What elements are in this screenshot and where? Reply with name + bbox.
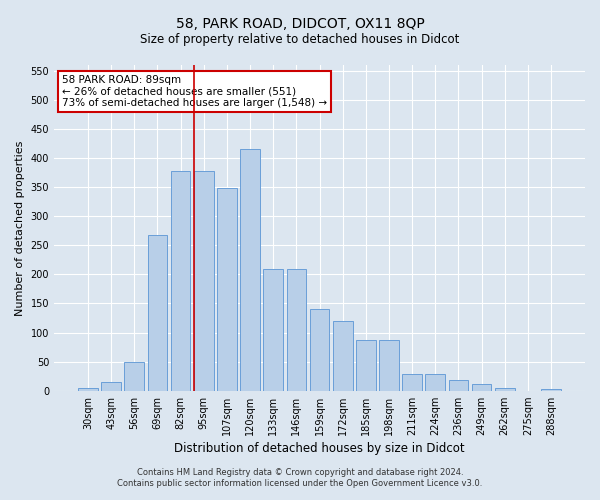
Bar xyxy=(449,380,468,390)
Bar xyxy=(310,310,329,390)
Y-axis label: Number of detached properties: Number of detached properties xyxy=(15,140,25,316)
Bar xyxy=(541,389,561,390)
Bar xyxy=(148,235,167,390)
Bar xyxy=(194,171,214,390)
Bar xyxy=(287,268,306,390)
Bar xyxy=(425,374,445,390)
Bar xyxy=(472,384,491,390)
Bar xyxy=(217,188,237,390)
Bar xyxy=(124,362,144,390)
Bar xyxy=(356,340,376,390)
Bar xyxy=(171,171,190,390)
Bar xyxy=(78,388,98,390)
Bar xyxy=(333,321,353,390)
Bar xyxy=(402,374,422,390)
Text: 58 PARK ROAD: 89sqm
← 26% of detached houses are smaller (551)
73% of semi-detac: 58 PARK ROAD: 89sqm ← 26% of detached ho… xyxy=(62,75,327,108)
Text: 58, PARK ROAD, DIDCOT, OX11 8QP: 58, PARK ROAD, DIDCOT, OX11 8QP xyxy=(176,18,424,32)
Bar xyxy=(263,268,283,390)
Bar xyxy=(101,382,121,390)
X-axis label: Distribution of detached houses by size in Didcot: Distribution of detached houses by size … xyxy=(174,442,465,455)
Text: Contains HM Land Registry data © Crown copyright and database right 2024.
Contai: Contains HM Land Registry data © Crown c… xyxy=(118,468,482,487)
Bar xyxy=(240,150,260,390)
Bar xyxy=(495,388,515,390)
Bar xyxy=(379,340,399,390)
Text: Size of property relative to detached houses in Didcot: Size of property relative to detached ho… xyxy=(140,32,460,46)
